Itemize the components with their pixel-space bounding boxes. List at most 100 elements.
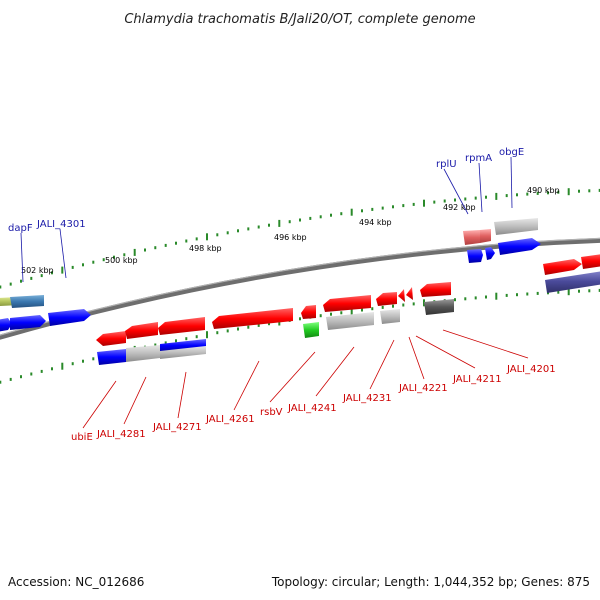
minor-tick <box>588 189 591 193</box>
gene-feature <box>494 218 538 235</box>
gene-feature <box>406 287 413 300</box>
gene-feature <box>467 249 483 263</box>
minor-tick <box>381 305 384 309</box>
minor-tick <box>164 341 167 345</box>
minor-tick <box>71 362 74 366</box>
gene-feature <box>160 339 206 352</box>
gene-feature <box>463 230 480 245</box>
minor-tick <box>526 192 529 196</box>
minor-tick <box>40 274 43 278</box>
major-tick <box>61 362 64 370</box>
minor-tick <box>299 218 301 222</box>
gene-label-JALI_4231: JALI_4231 <box>342 393 392 404</box>
minor-tick <box>402 204 405 208</box>
minor-tick <box>185 337 188 341</box>
gene-feature <box>126 345 160 362</box>
map-title: Chlamydia trachomatis B/Jali20/OT, compl… <box>124 12 475 27</box>
major-tick <box>567 288 570 296</box>
minor-tick <box>123 253 126 257</box>
minor-tick <box>433 200 436 204</box>
gene-label-JALI_4211: JALI_4211 <box>452 374 502 385</box>
minor-tick <box>195 335 198 339</box>
major-tick <box>423 299 425 307</box>
minor-tick <box>175 241 177 245</box>
minor-tick <box>536 191 539 195</box>
minor-tick <box>9 282 12 286</box>
minor-tick <box>557 290 560 294</box>
bottom-gene-labels: ubiE JALI_4281 JALI_4271 JALI_4261 rsbV … <box>71 329 556 443</box>
minor-tick <box>299 317 301 321</box>
scale-label-496: 496 kbp <box>274 233 307 242</box>
gene-label-dapF: dapF <box>8 223 33 234</box>
gene-feature <box>398 289 405 302</box>
minor-tick <box>82 263 84 267</box>
minor-tick <box>474 296 477 300</box>
gene-feature <box>158 317 205 335</box>
top-gene-labels: dapF JALI_4301 rplU rpmA obgE <box>8 147 524 283</box>
gene-feature <box>125 322 158 339</box>
gene-feature <box>485 247 495 260</box>
minor-tick <box>40 369 43 373</box>
minor-tick <box>330 213 332 217</box>
leader-line <box>443 168 469 215</box>
minor-tick <box>516 293 518 297</box>
gene-feature <box>323 295 371 312</box>
gene-feature <box>0 318 12 332</box>
minor-tick <box>175 339 177 343</box>
gene-feature <box>581 254 600 269</box>
minor-tick <box>268 223 270 227</box>
major-tick <box>61 266 64 274</box>
minor-tick <box>30 276 33 280</box>
major-tick <box>133 248 136 256</box>
minor-tick <box>536 291 539 295</box>
minor-tick <box>71 265 74 269</box>
minor-tick <box>226 329 229 333</box>
minor-tick <box>526 292 529 296</box>
minor-tick <box>361 209 363 213</box>
leader-line <box>123 376 147 425</box>
minor-tick <box>51 271 53 275</box>
scale-label-492: 492 kbp <box>443 203 476 212</box>
minor-tick <box>319 314 322 318</box>
minor-tick <box>288 220 291 224</box>
minor-tick <box>505 293 508 297</box>
leader-line <box>315 346 355 397</box>
gene-feature <box>498 238 541 255</box>
minor-tick <box>392 205 394 209</box>
minor-tick <box>226 231 229 235</box>
gene-label-ubiE: ubiE <box>71 432 93 443</box>
minor-tick <box>371 307 374 311</box>
minor-tick <box>247 325 250 329</box>
minor-tick <box>257 323 260 327</box>
leader-line <box>233 360 260 411</box>
gene-label-rpmA: rpmA <box>465 153 492 164</box>
minor-tick <box>0 285 2 289</box>
gene-feature <box>96 331 126 346</box>
gene-feature <box>376 292 397 306</box>
minor-tick <box>237 327 239 331</box>
gene-label-obgE: obgE <box>499 147 524 158</box>
minor-tick <box>195 237 198 241</box>
leader-line <box>82 380 117 429</box>
minor-tick <box>319 215 322 219</box>
gene-feature <box>301 305 316 319</box>
minor-tick <box>505 194 508 198</box>
minor-tick <box>330 312 332 316</box>
scale-label-494: 494 kbp <box>359 218 392 227</box>
gene-feature <box>326 312 374 330</box>
minor-tick <box>361 308 363 312</box>
scale-label-490: 490 kbp <box>527 186 560 195</box>
gene-feature <box>420 282 451 297</box>
gene-label-JALI_4271: JALI_4271 <box>152 422 202 433</box>
gene-feature <box>424 299 454 315</box>
minor-tick <box>9 377 12 381</box>
genome-summary-text: Topology: circular; Length: 1,044,352 bp… <box>271 575 590 589</box>
minor-tick <box>82 359 84 363</box>
minor-tick <box>412 202 415 206</box>
gene-label-JALI_4201: JALI_4201 <box>506 364 556 375</box>
scale-label-502: 502 kbp <box>21 266 54 275</box>
minor-tick <box>144 248 146 252</box>
gene-feature <box>212 308 293 329</box>
minor-tick <box>51 367 53 371</box>
minor-tick <box>20 375 22 379</box>
